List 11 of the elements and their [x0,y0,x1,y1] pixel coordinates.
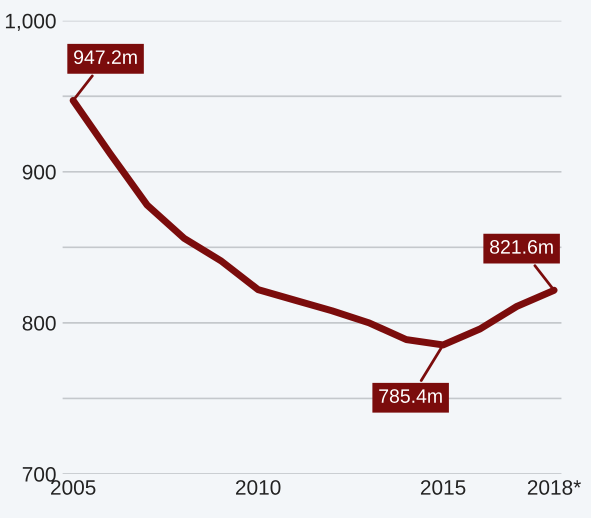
annotation: 947.2m [74,50,137,64]
x-tick-label: 2015 [420,480,466,495]
annotation: 821.6m [490,240,553,254]
annotation: 785.4m [379,389,442,403]
x-tick-label: 2010 [236,480,280,495]
x-tick-label: 2018* [528,480,581,495]
y-tick-label: 800 [22,316,56,331]
y-tick-label: 1,000 [6,14,56,31]
y-tick-label: 900 [22,164,56,180]
x-tick-label: 2005 [51,480,96,495]
y-tick-label: 700 [22,466,56,482]
